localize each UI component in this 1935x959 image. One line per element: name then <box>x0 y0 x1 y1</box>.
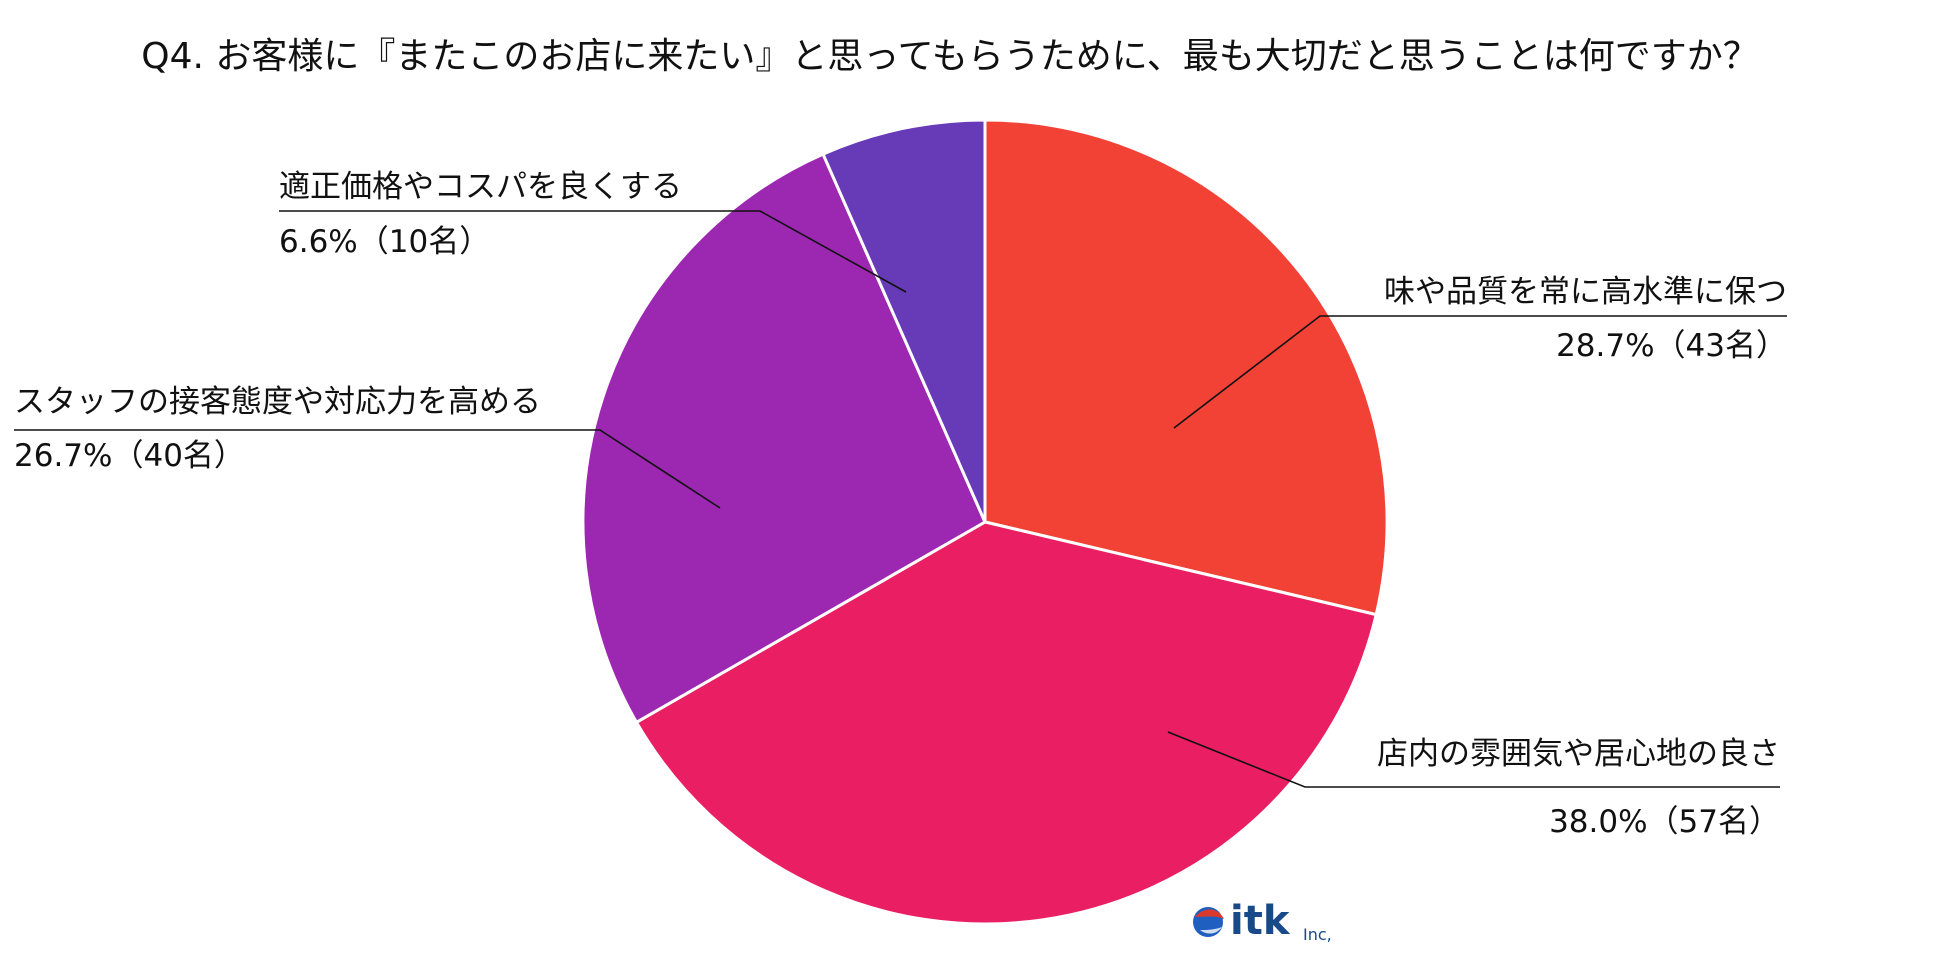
slice-1-label: 味や品質を常に高水準に保つ <box>1384 274 1787 310</box>
label-layer: 味や品質を常に高水準に保つ 28.7%（43名） 店内の雰囲気や居心地の良さ 38.0… <box>14 169 1787 840</box>
slice-4-leader-line <box>279 210 907 293</box>
slice-4-label: 適正価格やコスパを良くする <box>279 169 682 205</box>
slice-2-label: 店内の雰囲気や居心地の良さ <box>1377 736 1780 772</box>
logo-globe-highlight <box>1200 927 1222 934</box>
slice-4-value: 6.6%（10名） <box>279 224 490 260</box>
pie-slice-1 <box>983 118 1389 617</box>
chart-title: Q4. お客様に『またこのお店に来たい』と思ってもらうために、最も大切だと思うこ… <box>141 36 1758 77</box>
slice-2-value: 38.0%（57名） <box>1549 804 1780 840</box>
itk-logo: itk Inc, <box>1193 898 1332 944</box>
pie-slice-2 <box>634 520 1378 926</box>
slice-3-label: スタッフの接客態度や対応力を高める <box>14 384 541 420</box>
slice-3-leader-line <box>14 429 721 509</box>
slice-2-leader-line <box>1167 731 1780 788</box>
slice-1-value: 28.7%（43名） <box>1556 328 1787 364</box>
logo-suffix-text: Inc, <box>1303 925 1332 944</box>
logo-main-text: itk <box>1230 898 1291 944</box>
slice-3-value: 26.7%（40名） <box>14 438 245 474</box>
pie-slice-4 <box>821 118 987 523</box>
logo-globe-accent <box>1195 909 1224 919</box>
slice-1-leader-line <box>1173 315 1787 429</box>
pie-layer <box>581 118 1389 926</box>
